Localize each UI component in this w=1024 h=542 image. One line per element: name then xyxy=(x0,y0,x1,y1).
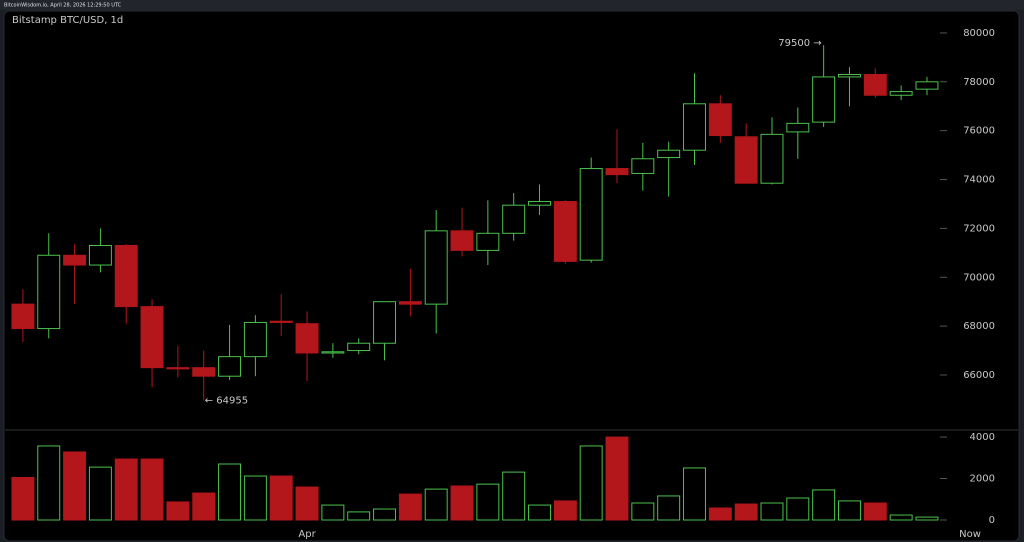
y-tick-label: 66000 xyxy=(963,370,995,381)
volume-bar xyxy=(863,502,887,521)
candle-body xyxy=(657,149,681,159)
volume-bar xyxy=(347,511,371,521)
candle-body xyxy=(166,367,190,370)
volume-bar xyxy=(734,503,758,521)
volume-bar xyxy=(114,458,138,521)
candle-body xyxy=(398,301,422,305)
candle-body xyxy=(579,168,603,261)
volume-bar xyxy=(295,486,319,521)
candle-body xyxy=(269,320,293,323)
volume-bar xyxy=(11,476,35,521)
y-tick-label: 78000 xyxy=(963,77,995,88)
y-tick-label: 2000 xyxy=(970,474,995,485)
candle-body xyxy=(373,301,397,344)
candle-body xyxy=(321,351,345,354)
candle-body xyxy=(424,230,448,305)
volume-bar xyxy=(889,514,913,521)
volume-bar xyxy=(88,466,112,521)
volume-bar xyxy=(631,502,655,521)
volume-bar xyxy=(269,475,293,521)
candle-body xyxy=(734,136,758,184)
candle-body xyxy=(863,73,887,96)
y-tick-label: 70000 xyxy=(963,272,995,283)
candle-body xyxy=(915,81,939,90)
candle-body xyxy=(631,158,655,174)
candle-body xyxy=(837,73,861,78)
y-tick-label: 74000 xyxy=(963,175,995,186)
volume-bar xyxy=(63,451,87,521)
volume-bar xyxy=(218,463,242,521)
y-tick-label: 0 xyxy=(989,515,995,526)
volume-bar xyxy=(683,467,706,521)
volume-bar xyxy=(528,504,551,521)
candle-body xyxy=(140,306,164,369)
candle-body xyxy=(889,91,913,96)
candle-body xyxy=(243,321,267,358)
y-tick-label: 76000 xyxy=(963,126,995,137)
y-tick-label: 4000 xyxy=(970,432,995,443)
volume-bar xyxy=(915,516,939,521)
volume-bar xyxy=(37,445,61,521)
volume-bar xyxy=(760,502,784,521)
candle-body xyxy=(476,232,500,251)
volume-bar xyxy=(812,489,836,521)
volume-bar xyxy=(398,493,422,521)
candle-body xyxy=(812,76,836,123)
volume-bar xyxy=(140,458,164,521)
volume-bar xyxy=(579,445,603,521)
volume-bar xyxy=(708,507,732,521)
candle-body xyxy=(11,303,35,330)
y-tick-label: 72000 xyxy=(963,223,995,234)
volume-bar xyxy=(424,488,448,521)
volume-bar xyxy=(502,471,526,521)
candle-body xyxy=(450,230,474,251)
header-text: BitcoinWisdom.io, April 28, 2026 12:29:5… xyxy=(4,3,122,9)
volume-bar xyxy=(373,508,397,521)
y-tick-label: 80000 xyxy=(963,28,995,39)
candle-body xyxy=(37,254,61,330)
candle-body xyxy=(553,201,577,262)
candle-body xyxy=(218,356,242,377)
candle-body xyxy=(502,204,526,234)
volume-bar xyxy=(553,500,577,521)
volume-bar xyxy=(476,483,500,521)
candle-body xyxy=(347,342,371,352)
candle-body xyxy=(114,244,138,308)
volume-bar xyxy=(192,492,216,521)
candle-body xyxy=(708,103,732,137)
volume-bar xyxy=(605,436,629,521)
volume-bar xyxy=(657,495,681,521)
candle-body xyxy=(760,133,784,184)
volume-bar xyxy=(450,485,474,521)
y-tick-label: 68000 xyxy=(963,321,995,332)
candle-body xyxy=(295,323,319,354)
top-bar xyxy=(0,0,1024,10)
x-tick-label: Apr xyxy=(298,529,316,540)
candle-body xyxy=(192,367,216,377)
volume-bar xyxy=(243,475,267,521)
candle-body xyxy=(63,254,87,266)
annotation: 79500 → xyxy=(778,38,821,49)
volume-bar xyxy=(786,497,810,521)
volume-bar xyxy=(166,501,190,521)
candle-body xyxy=(528,201,551,206)
annotation: ← 64955 xyxy=(205,396,248,407)
chart-title: Bitstamp BTC/USD, 1d xyxy=(12,15,123,26)
candle-body xyxy=(683,103,706,151)
candle-body xyxy=(88,244,112,266)
volume-bar xyxy=(837,500,861,521)
x-end-label: Now xyxy=(959,529,981,540)
candle-body xyxy=(786,122,810,133)
candle-body xyxy=(605,168,629,176)
volume-bar xyxy=(321,504,345,521)
